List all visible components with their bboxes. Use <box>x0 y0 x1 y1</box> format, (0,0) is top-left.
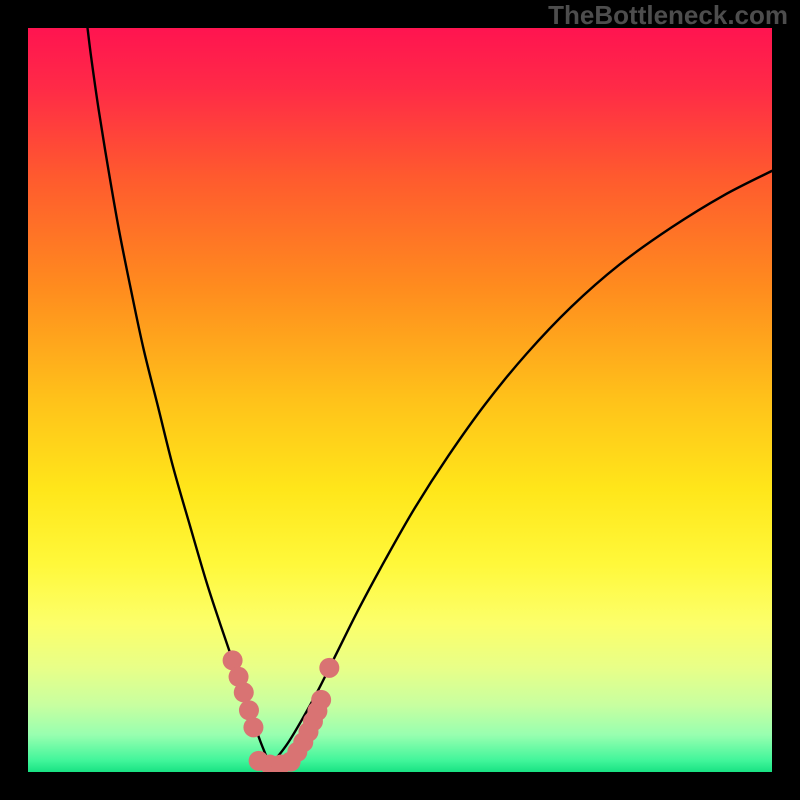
data-dot <box>319 658 339 678</box>
data-dot <box>234 682 254 702</box>
bottleneck-curve <box>88 28 772 765</box>
curve-layer <box>28 28 772 772</box>
plot-area <box>28 28 772 772</box>
data-dot <box>243 717 263 737</box>
data-dot <box>311 690 331 710</box>
watermark-text: TheBottleneck.com <box>548 0 788 31</box>
data-dot <box>239 700 259 720</box>
chart-frame: TheBottleneck.com <box>0 0 800 800</box>
